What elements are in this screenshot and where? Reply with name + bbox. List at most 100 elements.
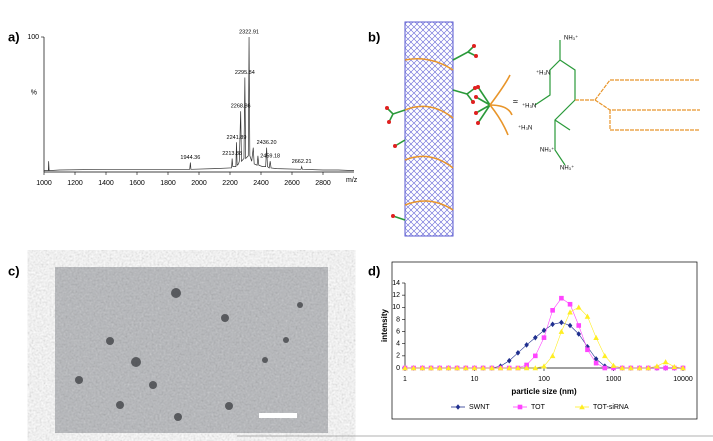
marker: [463, 365, 469, 371]
y-tick-label: 10: [392, 304, 400, 311]
x-tick-label: 1400: [98, 180, 114, 187]
peak-label: 2295.84: [235, 70, 255, 76]
y-tick-label: 6: [396, 328, 400, 335]
chem-label: ⁺H₃N: [522, 103, 536, 110]
chem-label: ⁺H₃N: [518, 125, 532, 132]
x-tick-label: 2000: [191, 180, 207, 187]
marker: [585, 343, 590, 350]
marker: [524, 342, 529, 348]
x-tick-label: 1600: [129, 180, 145, 187]
peak-label: 1944.36: [180, 155, 200, 161]
marker: [532, 365, 539, 371]
peak-label: 2241.89: [227, 135, 247, 141]
chart-frame: [391, 261, 698, 420]
peak-label: 2268.86: [231, 104, 251, 110]
y-tick-label: 4: [396, 341, 400, 348]
marker: [541, 327, 547, 334]
marker: [611, 365, 616, 371]
marker: [602, 365, 608, 371]
marker: [517, 404, 523, 410]
marker: [506, 357, 512, 364]
legend-label: SWNT: [469, 404, 490, 411]
x-tick-label: 2600: [284, 180, 300, 187]
marker: [593, 360, 599, 366]
marker: [663, 365, 668, 371]
marker: [680, 365, 686, 371]
marker: [654, 363, 660, 369]
x-tick-label: 10000: [673, 376, 693, 383]
marker: [445, 365, 452, 371]
marker: [585, 347, 590, 353]
x-tick-label: 1800: [160, 180, 176, 187]
x-tick-label: 1: [403, 376, 407, 383]
peak-label: 2459.18: [260, 154, 280, 160]
structure-orange: [575, 79, 700, 131]
y-tick-label: 14: [392, 280, 400, 287]
marker: [567, 301, 573, 307]
lipid-icon: [489, 74, 513, 136]
marker: [575, 304, 582, 310]
x-axis-label: m/z: [346, 177, 358, 184]
y-tick-label: 0: [396, 365, 400, 372]
x-tick-label: 2400: [253, 180, 269, 187]
marker: [480, 365, 486, 371]
data-line: [44, 36, 355, 172]
y-axis-label: %: [31, 89, 37, 96]
x-tick-label: 1200: [67, 180, 83, 187]
marker: [419, 365, 426, 371]
marker: [550, 321, 555, 328]
dendron-arms: [386, 45, 477, 221]
y-axis-label: intensity: [380, 309, 389, 342]
amine-ends: [385, 44, 478, 218]
marker: [619, 365, 625, 371]
marker: [559, 319, 564, 326]
marker: [515, 365, 521, 371]
x-tick-label: 2800: [315, 180, 331, 187]
marker: [524, 362, 529, 368]
marker: [550, 308, 555, 313]
marker: [636, 365, 643, 371]
dendron-icon: [475, 86, 491, 124]
marker: [454, 365, 460, 371]
y-tick-label: 12: [392, 292, 400, 299]
marker: [576, 331, 582, 337]
marker: [610, 362, 617, 368]
nanotube: [404, 21, 454, 237]
lipid-chains: [404, 58, 454, 211]
marker: [645, 365, 652, 371]
tem-image: [55, 267, 328, 433]
x-tick-label: 1000: [36, 180, 52, 187]
legend-label: TOT: [531, 404, 546, 411]
x-tick-label: 10: [471, 376, 479, 383]
marker: [497, 365, 504, 371]
nanotube-diagram: NH₃⁺ ⁺H₃N ⁺H₃N ⁺H₃N NH₃⁺ NH₃⁺ ≈: [385, 21, 700, 237]
marker: [541, 335, 547, 340]
marker: [541, 363, 547, 369]
chem-label: NH₃⁺: [540, 147, 554, 154]
marker: [576, 323, 582, 328]
marker: [662, 359, 669, 365]
peak-label: 2662.21: [292, 159, 312, 165]
y-tick-label: 2: [396, 353, 400, 360]
marker: [523, 365, 530, 371]
peak-label: 2322.91: [239, 29, 259, 35]
peak-label: 2436.20: [257, 140, 277, 146]
marker: [455, 404, 461, 410]
marker: [593, 334, 599, 340]
marker: [628, 365, 634, 371]
marker: [593, 356, 599, 362]
panel-label: b): [368, 29, 380, 44]
marker: [428, 365, 434, 371]
panel-label: a): [8, 29, 20, 44]
legend-label: TOT-siRNA: [593, 404, 629, 411]
chem-label: NH₃⁺: [564, 35, 578, 42]
chem-label: ⁺H₃N: [536, 70, 550, 77]
x-axis-label: particle size (nm): [511, 387, 577, 396]
marker: [471, 365, 478, 371]
marker: [533, 334, 538, 341]
marker: [584, 313, 591, 319]
scale-bar: [259, 413, 297, 418]
x-tick-label: 2200: [222, 180, 238, 187]
